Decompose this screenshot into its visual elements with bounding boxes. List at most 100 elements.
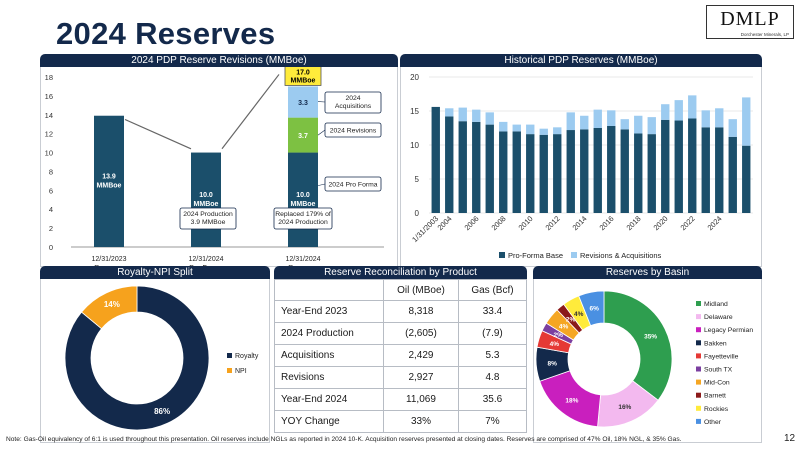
- base-bar: [688, 118, 697, 213]
- base-bar: [580, 129, 589, 213]
- x-tick-label: 2024: [706, 214, 724, 232]
- base-bar: [512, 131, 521, 213]
- y-tick-label: 10: [45, 149, 53, 158]
- oil-value: 11,069: [383, 388, 459, 411]
- base-bar: [431, 106, 440, 213]
- revision-bar: [191, 152, 221, 247]
- acquisitions-callout-box: [324, 91, 382, 114]
- additions-bar: [728, 119, 737, 137]
- row-label: Revisions: [274, 366, 384, 389]
- legend-label: Mid-Con: [704, 380, 730, 387]
- slice-label: 4%: [574, 311, 584, 318]
- table-header-cell: Gas (Bcf): [457, 279, 528, 301]
- oil-value: 2,927: [383, 366, 459, 389]
- additions-bar: [620, 119, 629, 130]
- additions-bar: [512, 124, 521, 132]
- legend-label: Bakken: [704, 340, 727, 347]
- legend-swatch: [696, 418, 701, 424]
- total-label-box: [284, 66, 322, 86]
- historical-panel: Historical PDP Reserves (MMBoe) 0 5 10 15 20…: [400, 54, 762, 267]
- donut-slice: [64, 285, 210, 431]
- revisions-leader: [317, 129, 326, 136]
- base-bar: [620, 129, 629, 213]
- oil-value: (2,605): [383, 322, 459, 345]
- additions-bar: [526, 124, 535, 135]
- oil-value: 33%: [383, 410, 459, 433]
- revision-bar: [288, 152, 318, 247]
- additions-bar: [499, 121, 508, 132]
- legend-swatch: [696, 366, 701, 372]
- royalty-chart: 86% 14% Royalty NPI: [64, 285, 259, 431]
- slice-label: 35%: [644, 333, 657, 340]
- legend-swatch: [696, 314, 701, 320]
- oil-value: 8,318: [383, 300, 459, 323]
- y-tick-label: 6: [49, 186, 53, 195]
- base-bar: [445, 116, 454, 213]
- legend-label: Barnett: [704, 393, 726, 400]
- revisions-title: 2024 PDP Reserve Revisions (MMBoe): [40, 54, 398, 67]
- basin-panel: Reserves by Basin 35% 16% 18% 8% 4% 2% 4% 2% 4% 6…: [533, 266, 762, 443]
- slice-label: 16%: [618, 404, 631, 411]
- legend-label: Fayetteville: [704, 353, 739, 360]
- legend-label: Other: [704, 419, 722, 426]
- base-bar: [458, 121, 467, 213]
- x-tick-label: 12/31/2023Reserves: [91, 256, 126, 266]
- gas-value: 35.6: [457, 388, 528, 411]
- legend-swatch: [696, 379, 701, 385]
- legend-swatch: [227, 368, 232, 373]
- base-bar: [647, 134, 656, 213]
- base-bar: [526, 134, 535, 213]
- y-tick-label: 20: [410, 73, 419, 82]
- additions-bar: [593, 109, 602, 128]
- base-bar: [553, 134, 562, 213]
- slice-label: 2%: [553, 332, 563, 339]
- production-callout-box: [179, 207, 237, 230]
- segment-value-label: 3.7: [298, 133, 308, 140]
- base-bar: [728, 136, 737, 213]
- y-tick-label: 18: [45, 73, 53, 82]
- y-tick-label: 4: [49, 205, 53, 214]
- gas-value: 33.4: [457, 300, 528, 323]
- bar-value-label: 10.0 MMBoe: [194, 192, 219, 208]
- table-header-row: Oil (MBoe) Gas (Bcf): [274, 279, 528, 301]
- stack-segment: [288, 117, 318, 153]
- base-bar: [701, 127, 710, 213]
- revision-bar: [94, 115, 124, 247]
- pro-forma-callout: 2024 Pro Forma: [328, 182, 377, 189]
- x-tick-label: 2022: [679, 214, 697, 232]
- legend-swatch: [696, 327, 701, 333]
- additions-bar: [742, 97, 751, 146]
- slice-label: 86%: [154, 407, 170, 416]
- total-label: 17.0 MMBoe: [291, 69, 316, 84]
- slice-label: 2%: [566, 317, 576, 324]
- x-tick-label: 2018: [625, 214, 643, 232]
- table-header-cell: [274, 279, 384, 301]
- additions-bar: [647, 117, 656, 135]
- growth-arrow: [221, 74, 280, 150]
- additions-bar: [661, 104, 670, 120]
- x-tick-label: 2014: [571, 214, 589, 232]
- donut-slice: [603, 290, 673, 401]
- y-tick-label: 8: [49, 167, 53, 176]
- legend-swatch: [227, 353, 232, 358]
- base-bar: [566, 130, 575, 213]
- additions-bar: [485, 112, 494, 125]
- row-label: YOY Change: [274, 410, 384, 433]
- oil-value: 2,429: [383, 344, 459, 367]
- legend-label: Rockies: [704, 406, 729, 413]
- revisions-callout: 2024 Revisions: [330, 128, 377, 135]
- legend-swatch-additions: [571, 252, 577, 258]
- y-tick-label: 14: [45, 111, 53, 120]
- x-tick-label: 2004: [436, 214, 454, 232]
- page-title: 2024 Reserves: [56, 16, 276, 51]
- logo-wordmark: DMLP: [720, 8, 780, 30]
- additions-bar: [445, 108, 454, 117]
- reconciliation-panel: Reserve Reconciliation by Product Oil (M…: [274, 266, 528, 433]
- legend-label: NPI: [235, 368, 247, 375]
- y-tick-label: 12: [45, 130, 53, 139]
- table-header-cell: Oil (MBoe): [383, 279, 459, 301]
